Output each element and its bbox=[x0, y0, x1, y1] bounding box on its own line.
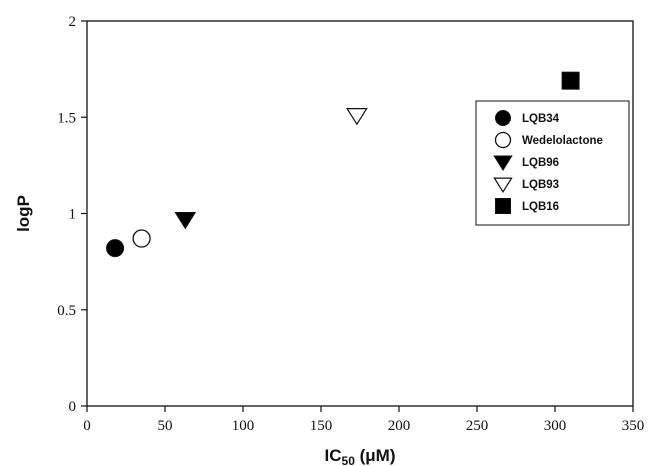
x-axis-title-main: IC bbox=[325, 446, 342, 465]
legend-label-lqb34: LQB34 bbox=[522, 113, 560, 125]
legend-marker-wedelolactone bbox=[494, 131, 512, 149]
x-tick-label: 50 bbox=[158, 418, 173, 434]
legend-label-wedelolactone: Wedelolactone bbox=[522, 135, 603, 147]
y-tick-label: 1 bbox=[69, 207, 77, 223]
y-axis-ticks: 0 0.5 1 1.5 2 bbox=[57, 14, 87, 415]
plot-area: 0 50 100 150 200 250 300 350 0 0.5 1 1.5 2 bbox=[57, 14, 644, 434]
x-tick-label: 100 bbox=[232, 418, 255, 434]
x-axis-title-subscript: 50 bbox=[342, 454, 356, 466]
legend-items: LQB34 Wedelolactone LQB96 LQB93 LQB16 bbox=[493, 110, 603, 214]
x-tick-label: 300 bbox=[544, 418, 567, 434]
y-tick-label: 0.5 bbox=[57, 303, 76, 319]
data-points bbox=[106, 71, 580, 258]
legend-marker-lqb16 bbox=[495, 198, 511, 214]
x-tick-label: 250 bbox=[466, 418, 489, 434]
data-point-lqb93 bbox=[346, 108, 368, 126]
legend-marker-lqb93 bbox=[493, 177, 513, 194]
x-tick-label: 0 bbox=[83, 418, 91, 434]
data-point-lqb96 bbox=[174, 211, 197, 230]
legend-label-lqb96: LQB96 bbox=[522, 157, 559, 169]
legend-marker-lqb96 bbox=[493, 155, 513, 172]
data-point-lqb34 bbox=[106, 239, 125, 258]
legend-marker-lqb34 bbox=[495, 110, 511, 126]
x-axis-ticks: 0 50 100 150 200 250 300 350 bbox=[83, 406, 644, 434]
data-point-lqb16 bbox=[561, 71, 580, 90]
x-tick-label: 350 bbox=[622, 418, 645, 434]
y-tick-label: 0 bbox=[69, 399, 77, 415]
y-tick-label: 1.5 bbox=[57, 110, 76, 126]
legend-label-lqb16: LQB16 bbox=[522, 201, 559, 213]
legend-label-lqb93: LQB93 bbox=[522, 179, 559, 191]
legend: LQB34 Wedelolactone LQB96 LQB93 LQB16 bbox=[475, 100, 630, 226]
data-point-wedelolactone bbox=[132, 229, 151, 248]
y-tick-label: 2 bbox=[69, 14, 77, 30]
y-axis-title: logP bbox=[14, 195, 33, 232]
x-tick-label: 150 bbox=[310, 418, 333, 434]
x-axis-title-unit: (μM) bbox=[355, 446, 396, 465]
x-axis-title: IC50 (μM) bbox=[325, 446, 396, 466]
x-tick-label: 200 bbox=[388, 418, 411, 434]
